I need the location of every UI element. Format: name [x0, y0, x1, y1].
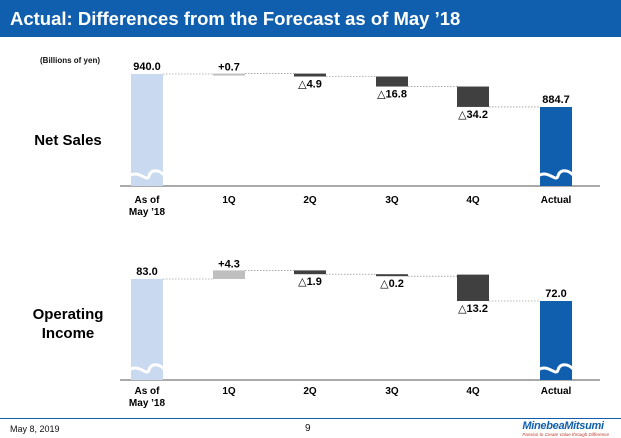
category-label: 2Q	[303, 386, 317, 397]
bar-delta-1	[213, 73, 245, 76]
category-label-line: 3Q	[385, 386, 399, 397]
category-label-line: 4Q	[466, 386, 480, 397]
category-label-line: As of	[135, 195, 161, 206]
category-label: 2Q	[303, 195, 317, 206]
data-label: △13.2	[458, 303, 488, 315]
data-label: +4.3	[218, 258, 240, 270]
category-label: Actual	[541, 386, 572, 397]
data-label: 72.0	[545, 288, 566, 300]
bar-delta-4	[457, 86, 489, 107]
category-label: 1Q	[222, 195, 236, 206]
bar-delta-2	[294, 270, 326, 275]
category-label: 1Q	[222, 386, 236, 397]
data-label: +0.7	[218, 62, 240, 74]
company-logo: MinebeaMitsumi Passion to Create Value t…	[522, 421, 609, 438]
data-label: 83.0	[136, 266, 157, 278]
bar-delta-1	[213, 270, 245, 279]
category-label-line: May ’18	[129, 398, 166, 409]
category-label: As of May ’18	[129, 195, 166, 218]
category-label-line: Actual	[541, 195, 572, 206]
slide-title: Actual: Differences from the Forecast as…	[0, 0, 621, 37]
data-label: △34.2	[458, 109, 488, 121]
data-label: 940.0	[133, 61, 161, 73]
category-label: 4Q	[466, 386, 480, 397]
data-label: △1.9	[298, 276, 322, 288]
logo-tagline: Passion to Create Value through Differen…	[522, 432, 609, 437]
axis-break-actual	[537, 169, 576, 180]
chart-title: Operating Income	[33, 306, 104, 342]
data-label: 884.7	[542, 94, 570, 106]
category-label-line: 3Q	[385, 195, 399, 206]
bar-delta-2	[294, 73, 326, 77]
bar-delta-3	[376, 274, 408, 277]
chart-title-line: Net Sales	[34, 132, 102, 149]
unit-label: (Billions of yen)	[40, 56, 100, 65]
category-label: 4Q	[466, 195, 480, 206]
data-label: △16.8	[377, 89, 407, 101]
chart-panel-1: Net Sales 940.0 +0.7 △4.9 △16.8 △34.2 884.7 As …	[34, 61, 600, 218]
category-label: As of May ’18	[129, 386, 166, 409]
footer-rule	[0, 418, 621, 419]
chart-title: Net Sales	[34, 132, 102, 149]
bar-forecast	[131, 74, 163, 186]
data-label: △0.2	[380, 278, 404, 290]
category-label: Actual	[541, 195, 572, 206]
category-label: 3Q	[385, 386, 399, 397]
logo-wordmark: MinebeaMitsumi	[522, 420, 604, 432]
bar-delta-3	[376, 76, 408, 87]
page-number: 9	[305, 423, 311, 434]
chart-panel-2: Operating Income 83.0 +4.3 △1.9 △0.2 △13.2 72.0…	[33, 258, 600, 409]
axis-break-forecast	[128, 169, 167, 180]
footer-date: May 8, 2019	[10, 424, 60, 434]
category-label-line: May ’18	[129, 207, 166, 218]
category-label-line: As of	[135, 386, 161, 397]
category-label-line: 1Q	[222, 195, 236, 206]
bar-delta-4	[457, 274, 489, 301]
axis-break-forecast	[128, 363, 167, 374]
chart-title-line: Operating	[33, 306, 104, 323]
chart-title-line: Income	[42, 325, 95, 342]
category-label-line: 2Q	[303, 386, 317, 397]
category-label-line: Actual	[541, 386, 572, 397]
axis-break-actual	[537, 363, 576, 374]
data-label: △4.9	[298, 79, 322, 91]
category-label: 3Q	[385, 195, 399, 206]
category-label-line: 1Q	[222, 386, 236, 397]
category-label-line: 4Q	[466, 195, 480, 206]
bar-forecast	[131, 279, 163, 380]
category-label-line: 2Q	[303, 195, 317, 206]
